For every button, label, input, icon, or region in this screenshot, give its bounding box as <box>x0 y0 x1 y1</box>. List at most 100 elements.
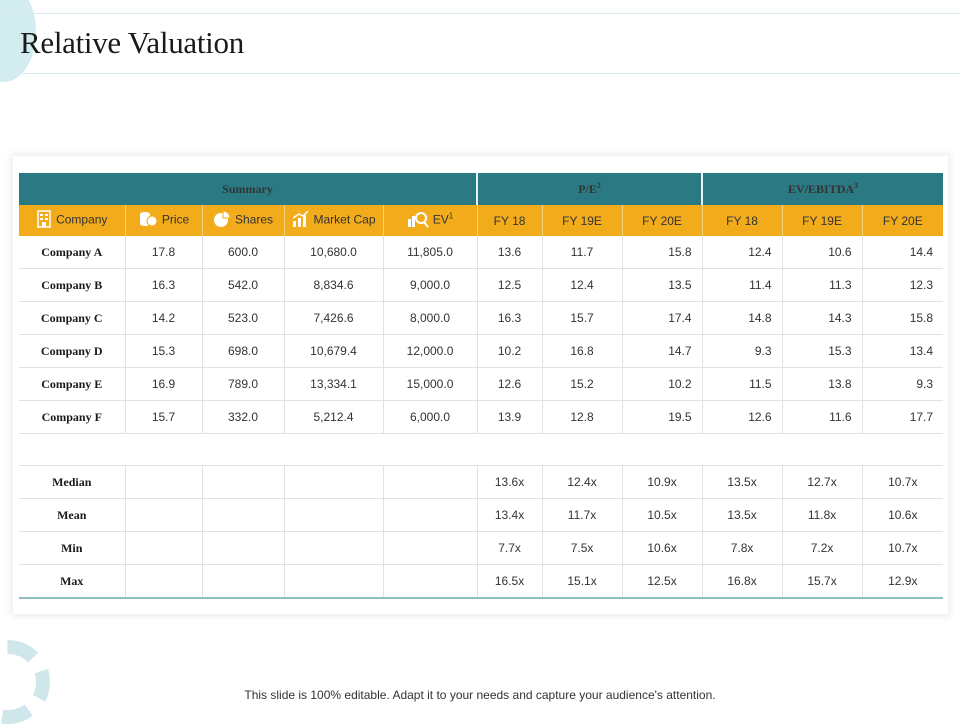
ev-fy19e-cell: 11.3 <box>782 268 863 302</box>
ev-fy19e-stat: 15.7x <box>782 564 863 599</box>
ev-fy18-cell: 12.6 <box>702 400 783 434</box>
ev-fy19e-cell: 13.8 <box>782 367 863 401</box>
pe-fy18-cell: 16.3 <box>477 301 543 335</box>
col-ev-fy19e: FY 19E <box>782 205 863 236</box>
pe-fy20e-stat: 10.9x <box>622 465 703 499</box>
magnifier-chart-icon <box>407 210 429 231</box>
pe-fy18-stat: 13.4x <box>477 498 543 532</box>
company-name: Company F <box>19 400 126 434</box>
pe-fy20e-cell: 19.5 <box>622 400 703 434</box>
pe-fy18-stat: 7.7x <box>477 531 543 565</box>
company-name: Company A <box>19 236 126 269</box>
coins-icon <box>138 210 158 231</box>
ev-fy20e-stat: 10.6x <box>862 498 944 532</box>
decorative-ring <box>0 640 50 724</box>
price-cell: 17.8 <box>125 236 203 269</box>
pe-fy18-cell: 10.2 <box>477 334 543 368</box>
ev-fy18-cell: 12.4 <box>702 236 783 269</box>
pe-fy20e-cell: 17.4 <box>622 301 703 335</box>
pe-fy18-stat: 16.5x <box>477 564 543 599</box>
market-cap-cell: 5,212.4 <box>284 400 384 434</box>
market-cap-cell: 10,679.4 <box>284 334 384 368</box>
col-pe-fy18: FY 18 <box>477 205 543 236</box>
market-cap-cell: 8,834.6 <box>284 268 384 302</box>
ev-fy18-stat: 13.5x <box>702 498 783 532</box>
pe-fy18-cell: 12.5 <box>477 268 543 302</box>
col-shares: Shares <box>202 205 285 236</box>
price-cell: 15.7 <box>125 400 203 434</box>
col-ev-fy20e: FY 20E <box>862 205 944 236</box>
table-row: Company C 14.2 523.0 7,426.6 8,000.0 16.… <box>19 301 944 335</box>
col-ev-fy18: FY 18 <box>702 205 783 236</box>
ev-fy18-stat: 16.8x <box>702 564 783 599</box>
group-header-row: Summary P/E2 EV/EBITDA3 <box>19 173 944 205</box>
col-price: Price <box>125 205 203 236</box>
ev-fy19e-cell: 14.3 <box>782 301 863 335</box>
ev-fy19e-cell: 11.6 <box>782 400 863 434</box>
pe-fy19e-cell: 12.4 <box>542 268 623 302</box>
pe-fy20e-cell: 14.7 <box>622 334 703 368</box>
pe-fy18-cell: 13.6 <box>477 236 543 269</box>
ev-fy20e-cell: 12.3 <box>862 268 944 302</box>
pe-fy18-stat: 13.6x <box>477 465 543 499</box>
table-row: Company A 17.8 600.0 10,680.0 11,805.0 1… <box>19 236 944 269</box>
shares-cell: 698.0 <box>202 334 285 368</box>
company-name: Company C <box>19 301 126 335</box>
price-cell: 16.9 <box>125 367 203 401</box>
pe-fy19e-stat: 15.1x <box>542 564 623 599</box>
shares-cell: 789.0 <box>202 367 285 401</box>
shares-cell: 542.0 <box>202 268 285 302</box>
ev-cell: 6,000.0 <box>383 400 478 434</box>
stat-row: Max 16.5x 15.1x 12.5x 16.8x 15.7x 12.9x <box>19 564 944 599</box>
company-name: Company D <box>19 334 126 368</box>
title-band <box>0 13 960 74</box>
summary-header: Summary <box>19 173 479 205</box>
ev-fy19e-stat: 11.8x <box>782 498 863 532</box>
market-cap-cell: 7,426.6 <box>284 301 384 335</box>
table-row: Company F 15.7 332.0 5,212.4 6,000.0 13.… <box>19 400 944 434</box>
pe-fy20e-stat: 12.5x <box>622 564 703 599</box>
pe-fy20e-cell: 15.8 <box>622 236 703 269</box>
pe-fy18-cell: 13.9 <box>477 400 543 434</box>
pe-fy20e-stat: 10.6x <box>622 531 703 565</box>
ev-fy20e-cell: 15.8 <box>862 301 944 335</box>
price-cell: 14.2 <box>125 301 203 335</box>
ev-fy20e-stat: 10.7x <box>862 465 944 499</box>
shares-cell: 600.0 <box>202 236 285 269</box>
ev-fy20e-cell: 17.7 <box>862 400 944 434</box>
building-icon <box>36 210 52 231</box>
col-company: Company <box>19 205 126 236</box>
pe-fy20e-cell: 13.5 <box>622 268 703 302</box>
ev-fy20e-stat: 10.7x <box>862 531 944 565</box>
stat-row: Min 7.7x 7.5x 10.6x 7.8x 7.2x 10.7x <box>19 531 944 565</box>
ev-fy20e-stat: 12.9x <box>862 564 944 599</box>
bar-chart-icon <box>291 210 310 231</box>
ev-fy19e-cell: 10.6 <box>782 236 863 269</box>
pe-fy20e-cell: 10.2 <box>622 367 703 401</box>
ev-cell: 12,000.0 <box>383 334 478 368</box>
ev-cell: 11,805.0 <box>383 236 478 269</box>
ev-fy18-stat: 7.8x <box>702 531 783 565</box>
ev-fy20e-cell: 9.3 <box>862 367 944 401</box>
ev-cell: 9,000.0 <box>383 268 478 302</box>
stat-row: Median 13.6x 12.4x 10.9x 13.5x 12.7x 10.… <box>19 465 944 499</box>
pe-header: P/E2 <box>477 173 704 205</box>
ev-fy18-cell: 11.4 <box>702 268 783 302</box>
col-pe-fy20e: FY 20E <box>622 205 703 236</box>
ev-cell: 8,000.0 <box>383 301 478 335</box>
ev-fy20e-cell: 13.4 <box>862 334 944 368</box>
ev-fy18-cell: 11.5 <box>702 367 783 401</box>
stat-row: Mean 13.4x 11.7x 10.5x 13.5x 11.8x 10.6x <box>19 498 944 532</box>
pe-fy18-cell: 12.6 <box>477 367 543 401</box>
table-row: Company B 16.3 542.0 8,834.6 9,000.0 12.… <box>19 268 944 302</box>
ev-fy18-cell: 14.8 <box>702 301 783 335</box>
ev-fy19e-cell: 15.3 <box>782 334 863 368</box>
footer-note: This slide is 100% editable. Adapt it to… <box>244 688 716 702</box>
pe-fy19e-cell: 15.2 <box>542 367 623 401</box>
pe-fy19e-stat: 11.7x <box>542 498 623 532</box>
price-cell: 15.3 <box>125 334 203 368</box>
market-cap-cell: 13,334.1 <box>284 367 384 401</box>
ev-fy20e-cell: 14.4 <box>862 236 944 269</box>
company-name: Company E <box>19 367 126 401</box>
market-cap-cell: 10,680.0 <box>284 236 384 269</box>
